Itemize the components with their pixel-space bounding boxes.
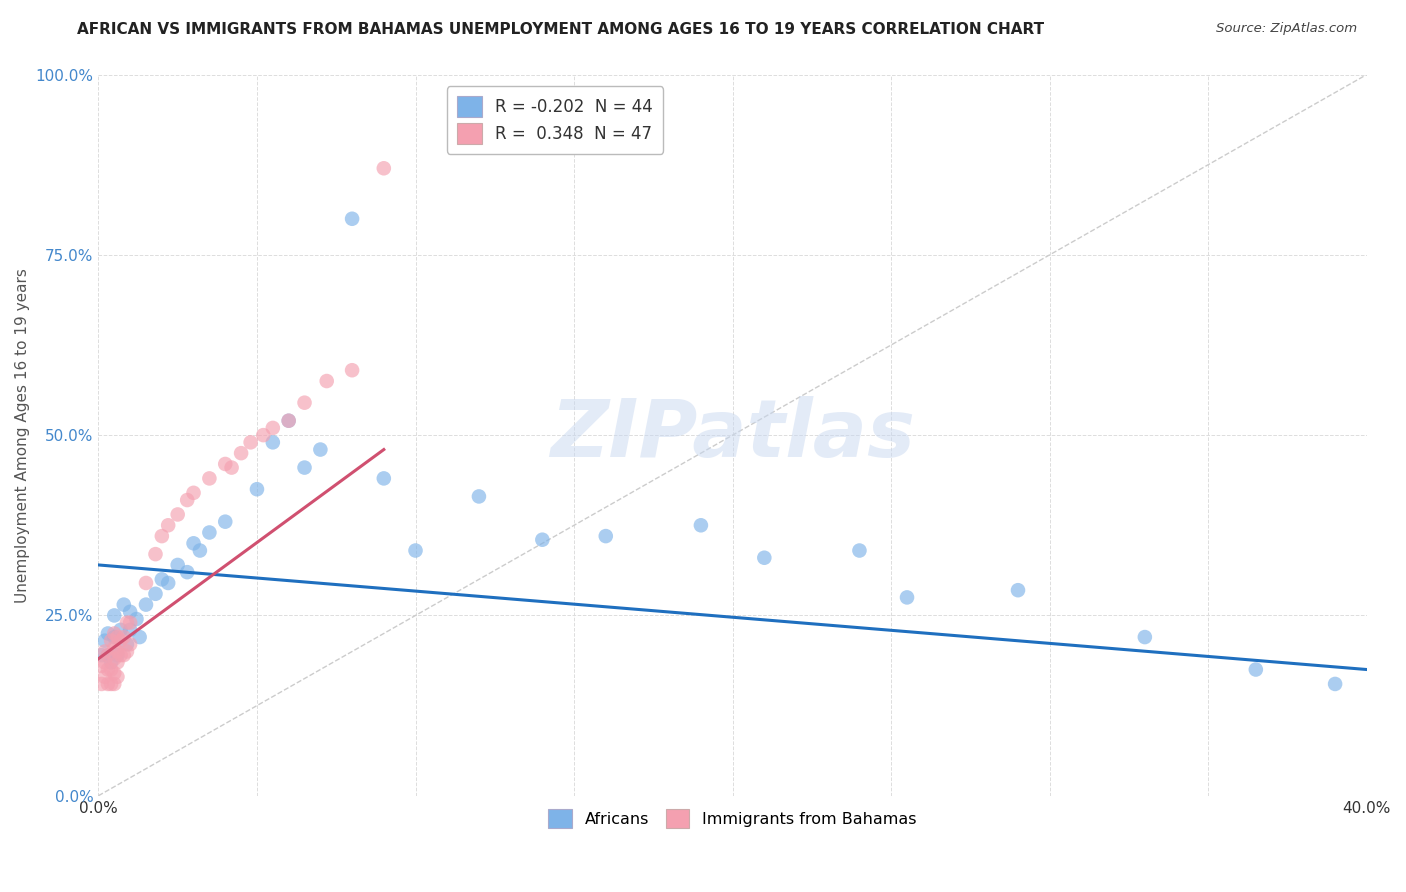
- Point: [145, 587, 167, 601]
- Point: [107, 644, 129, 658]
- Point: [221, 460, 243, 475]
- Point: [150, 529, 173, 543]
- Point: [262, 421, 284, 435]
- Point: [150, 573, 173, 587]
- Point: [252, 428, 274, 442]
- Point: [107, 630, 129, 644]
- Point: [100, 663, 122, 677]
- Point: [97, 648, 120, 662]
- Point: [848, 543, 870, 558]
- Point: [97, 626, 120, 640]
- Point: [157, 576, 180, 591]
- Point: [595, 529, 617, 543]
- Point: [315, 374, 337, 388]
- Point: [1324, 677, 1347, 691]
- Point: [277, 414, 299, 428]
- Point: [373, 161, 395, 176]
- Point: [100, 656, 122, 670]
- Point: [103, 626, 125, 640]
- Point: [1244, 663, 1267, 677]
- Point: [262, 435, 284, 450]
- Point: [115, 637, 138, 651]
- Point: [112, 630, 135, 644]
- Point: [373, 471, 395, 485]
- Point: [103, 608, 125, 623]
- Point: [110, 633, 132, 648]
- Point: [125, 612, 148, 626]
- Point: [120, 615, 142, 630]
- Point: [112, 598, 135, 612]
- Point: [309, 442, 332, 457]
- Point: [120, 637, 142, 651]
- Point: [166, 558, 188, 572]
- Point: [128, 630, 150, 644]
- Point: [239, 435, 262, 450]
- Point: [1007, 583, 1029, 598]
- Point: [107, 656, 129, 670]
- Point: [340, 211, 363, 226]
- Point: [97, 677, 120, 691]
- Text: Source: ZipAtlas.com: Source: ZipAtlas.com: [1216, 22, 1357, 36]
- Point: [97, 663, 120, 677]
- Point: [145, 547, 167, 561]
- Point: [112, 648, 135, 662]
- Point: [135, 576, 157, 591]
- Point: [754, 550, 776, 565]
- Point: [468, 490, 491, 504]
- Point: [115, 615, 138, 630]
- Point: [176, 493, 198, 508]
- Point: [90, 648, 112, 662]
- Point: [188, 543, 211, 558]
- Point: [214, 457, 236, 471]
- Legend: Africans, Immigrants from Bahamas: Africans, Immigrants from Bahamas: [543, 803, 924, 835]
- Point: [166, 508, 188, 522]
- Point: [94, 656, 117, 670]
- Point: [183, 536, 205, 550]
- Point: [135, 598, 157, 612]
- Point: [100, 633, 122, 648]
- Point: [94, 670, 117, 684]
- Point: [94, 633, 117, 648]
- Point: [103, 640, 125, 655]
- Point: [110, 648, 132, 662]
- Point: [110, 623, 132, 637]
- Point: [107, 670, 129, 684]
- Point: [183, 485, 205, 500]
- Point: [97, 648, 120, 662]
- Point: [90, 659, 112, 673]
- Point: [107, 648, 129, 662]
- Point: [229, 446, 252, 460]
- Text: ZIPatlas: ZIPatlas: [550, 396, 915, 475]
- Point: [246, 482, 269, 496]
- Point: [120, 623, 142, 637]
- Point: [405, 543, 427, 558]
- Point: [690, 518, 713, 533]
- Point: [340, 363, 363, 377]
- Point: [176, 565, 198, 579]
- Point: [277, 414, 299, 428]
- Point: [294, 395, 316, 409]
- Point: [103, 666, 125, 681]
- Point: [100, 677, 122, 691]
- Point: [531, 533, 554, 547]
- Point: [103, 630, 125, 644]
- Point: [896, 591, 918, 605]
- Point: [94, 644, 117, 658]
- Point: [198, 471, 221, 485]
- Y-axis label: Unemployment Among Ages 16 to 19 years: Unemployment Among Ages 16 to 19 years: [15, 268, 30, 603]
- Point: [214, 515, 236, 529]
- Point: [294, 460, 316, 475]
- Point: [90, 677, 112, 691]
- Text: AFRICAN VS IMMIGRANTS FROM BAHAMAS UNEMPLOYMENT AMONG AGES 16 TO 19 YEARS CORREL: AFRICAN VS IMMIGRANTS FROM BAHAMAS UNEMP…: [77, 22, 1045, 37]
- Point: [157, 518, 180, 533]
- Point: [1133, 630, 1156, 644]
- Point: [115, 644, 138, 658]
- Point: [103, 677, 125, 691]
- Point: [198, 525, 221, 540]
- Point: [120, 605, 142, 619]
- Point: [103, 651, 125, 665]
